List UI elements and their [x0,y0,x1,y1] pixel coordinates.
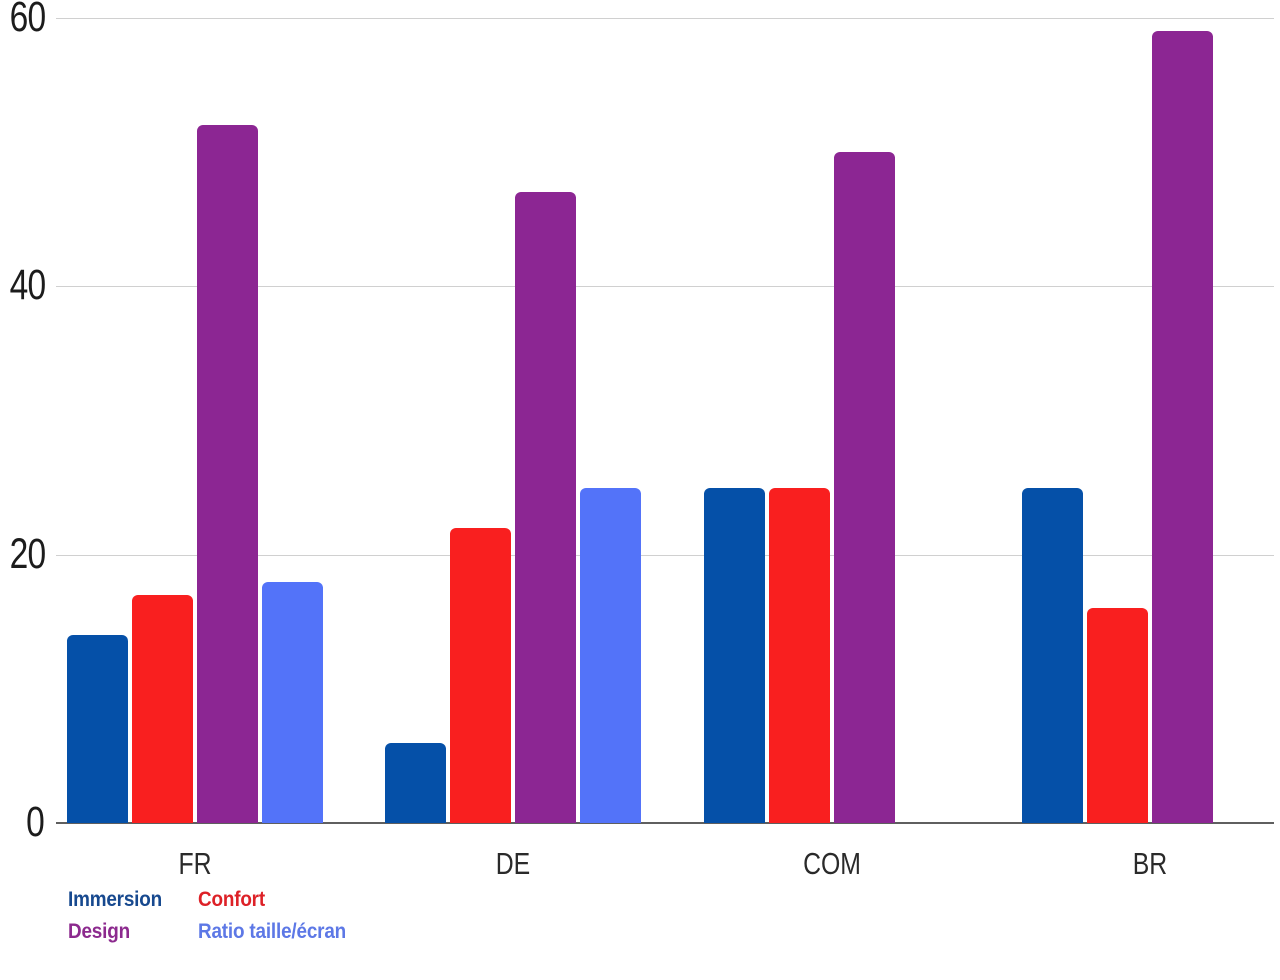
bar-com-immersion [704,487,765,823]
bar-com-design [834,152,895,823]
y-tick-label: 40 [9,261,47,310]
bar-de-ratio [580,487,641,823]
x-axis-label-br: BR [1132,846,1168,881]
bar-fr-confort [132,594,193,823]
chart-legend: Immersion Confort Design Ratio taille/éc… [68,883,498,947]
x-axis-label-com: COM [803,846,861,881]
legend-item-ratio-taille-ecran: Ratio taille/écran [198,919,347,943]
gridline [56,554,1274,556]
bar-fr-immersion [67,635,128,823]
gridline [56,286,1274,288]
y-tick-label: 0 [26,798,45,846]
x-axis-label-fr: FR [178,846,212,881]
x-axis-line [56,822,1274,824]
bar-de-confort [450,527,511,823]
bar-br-confort [1087,608,1148,823]
bar-fr-ratio [262,581,323,823]
bar-com-confort [769,487,830,823]
y-tick-label: 20 [9,529,47,578]
y-tick-label: 60 [9,0,47,41]
x-axis-label-de: DE [495,846,531,881]
bar-fr-design [197,125,258,823]
legend-item-confort: Confort [198,887,265,911]
bar-br-design [1152,31,1213,823]
bar-de-design [515,192,576,823]
gridline [56,18,1274,19]
legend-item-immersion: Immersion [68,887,162,911]
bar-de-immersion [385,742,446,823]
bar-br-immersion [1022,487,1083,823]
legend-item-design: Design [68,919,130,943]
